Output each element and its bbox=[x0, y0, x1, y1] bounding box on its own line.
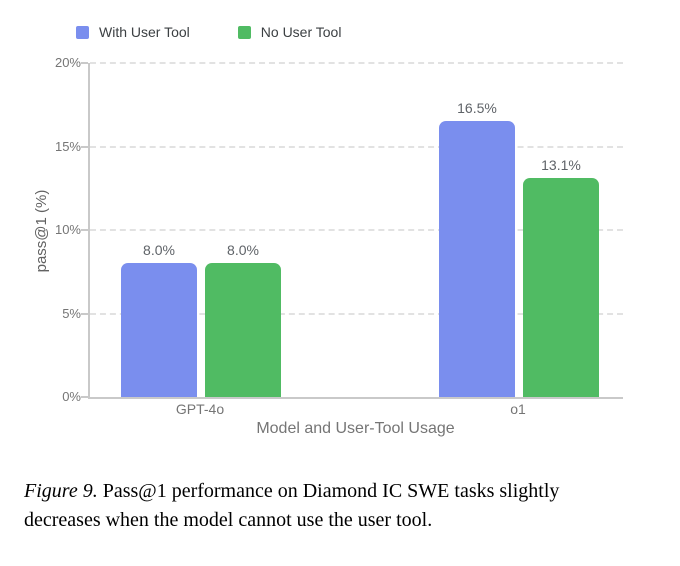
bar-value-label: 16.5% bbox=[457, 100, 497, 117]
legend: With User Tool No User Tool bbox=[76, 24, 341, 40]
y-tick-label-5%: 5% bbox=[62, 305, 81, 321]
bar-o1-no-user-tool: 13.1% bbox=[523, 157, 599, 397]
y-tick-mark-0% bbox=[81, 396, 88, 398]
figure-caption: Figure 9. Pass@1 performance on Diamond … bbox=[24, 477, 624, 535]
gridline-10% bbox=[90, 229, 623, 231]
bar-gpt-4o-no-user-tool: 8.0% bbox=[205, 242, 281, 397]
y-tick-mark-15% bbox=[81, 145, 88, 148]
x-axis-title: Model and User-Tool Usage bbox=[256, 420, 455, 437]
y-tick-mark-20% bbox=[81, 62, 88, 64]
legend-swatch-with-user-tool-icon bbox=[76, 25, 89, 39]
x-tick-label-gpt-4o: GPT-4o bbox=[175, 401, 225, 417]
y-tick-label-15%: 15% bbox=[54, 138, 81, 154]
plot-area: 8.0% 8.0% 16.5% 13.1% bbox=[81, 62, 623, 399]
y-tick-label-20%: 20% bbox=[54, 55, 81, 70]
bar-value-label: 8.0% bbox=[143, 242, 175, 259]
bar-group-gpt-4o: 8.0% 8.0% bbox=[121, 242, 281, 397]
figure-caption-text-line1: Pass@1 performance on Diamond IC SWE tas… bbox=[97, 480, 560, 502]
legend-label-with-user-tool: With User Tool bbox=[99, 24, 190, 40]
bar-gpt-4o-with-user-tool: 8.0% bbox=[121, 242, 197, 397]
bar-value-label: 8.0% bbox=[227, 242, 259, 259]
legend-item-with-user-tool: With User Tool bbox=[76, 24, 190, 40]
x-tick-label-o1: o1 bbox=[510, 401, 526, 417]
bar-o1-with-user-tool: 16.5% bbox=[439, 100, 515, 397]
y-tick-label-10%: 10% bbox=[54, 222, 81, 237]
gridline-20% bbox=[90, 62, 623, 64]
figure-caption-text-line2: decreases when the model cannot use the … bbox=[24, 509, 433, 531]
figure-caption-label: Figure 9. bbox=[24, 480, 98, 502]
legend-swatch-no-user-tool-icon bbox=[237, 25, 251, 39]
chart-area: With User Tool No User Tool pass@1 (%) 8… bbox=[33, 24, 623, 437]
bar-value-label: 13.1% bbox=[541, 157, 581, 174]
gridline-5% bbox=[90, 312, 623, 315]
y-tick-mark-5% bbox=[81, 312, 88, 315]
bar-group-o1: 16.5% 13.1% bbox=[439, 100, 599, 397]
gridline-15% bbox=[90, 145, 623, 148]
y-tick-mark-10% bbox=[81, 229, 88, 231]
y-tick-label-0%: 0% bbox=[62, 389, 81, 404]
legend-label-no-user-tool: No User Tool bbox=[260, 24, 342, 40]
legend-item-no-user-tool: No User Tool bbox=[237, 24, 342, 40]
